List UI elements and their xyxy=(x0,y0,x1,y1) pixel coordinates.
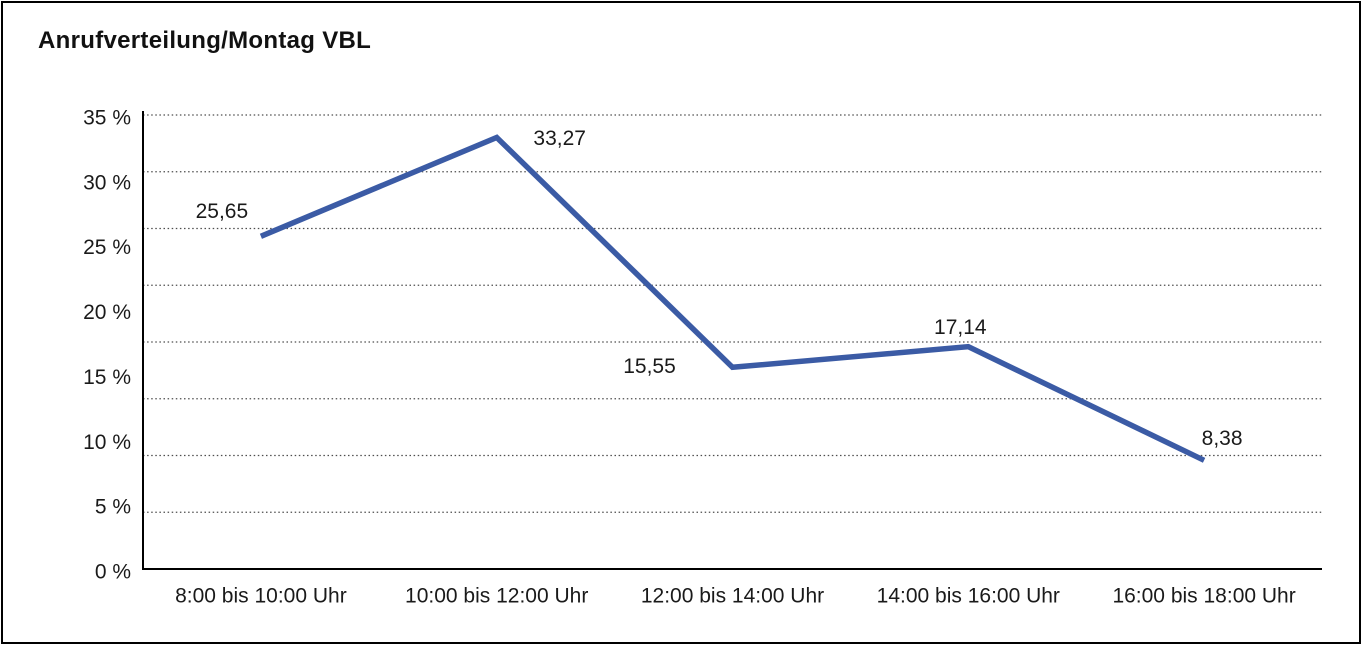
data-point-labels: 25,65 33,27 15,55 17,14 8,38 xyxy=(196,127,1243,450)
gridlines xyxy=(143,114,1322,513)
chart-title: Anrufverteilung/Montag VBL xyxy=(38,27,372,54)
data-point-label: 25,65 xyxy=(196,200,249,223)
y-axis-tick-label: 25 % xyxy=(83,236,131,259)
y-axis-tick-label: 0 % xyxy=(95,561,131,584)
x-axis-category-label: 16:00 bis 18:00 Uhr xyxy=(1112,585,1295,608)
x-axis-category-labels: 8:00 bis 10:00 Uhr 10:00 bis 12:00 Uhr 12:… xyxy=(175,585,1296,608)
axes xyxy=(142,111,1322,570)
data-line xyxy=(259,134,1206,463)
x-axis-category-label: 10:00 bis 12:00 Uhr xyxy=(405,585,588,608)
y-axis-tick-label: 10 % xyxy=(83,431,131,454)
y-axis-tick-label: 35 % xyxy=(83,107,131,130)
y-axis-tick-labels: 35 % 30 % 25 % 20 % 15 % 10 % 5 % 0 % xyxy=(83,107,131,584)
data-point-label: 17,14 xyxy=(934,316,987,339)
y-axis-tick-label: 30 % xyxy=(83,171,131,194)
y-axis-tick-label: 15 % xyxy=(83,366,131,389)
x-axis-category-label: 8:00 bis 10:00 Uhr xyxy=(175,585,347,608)
data-point-label: 15,55 xyxy=(623,355,676,378)
x-axis-category-label: 12:00 bis 14:00 Uhr xyxy=(641,585,824,608)
data-point-label: 8,38 xyxy=(1202,427,1243,450)
y-axis-tick-label: 20 % xyxy=(83,301,131,324)
data-point-label: 33,27 xyxy=(533,127,586,150)
x-axis-category-label: 14:00 bis 16:00 Uhr xyxy=(877,585,1060,608)
y-axis-tick-label: 5 % xyxy=(95,496,131,519)
